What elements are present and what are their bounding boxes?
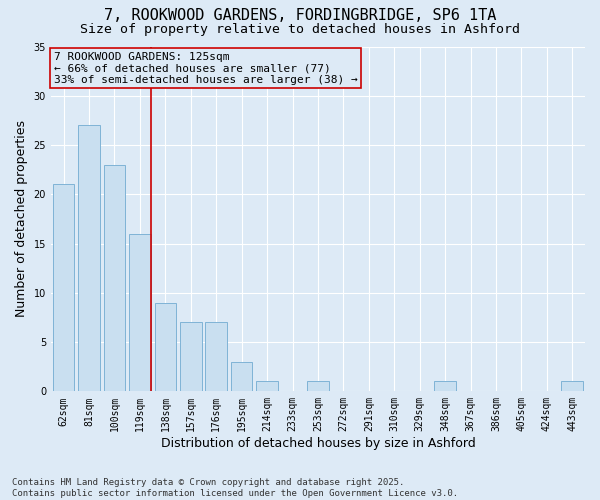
Bar <box>129 234 151 392</box>
Text: 7 ROOKWOOD GARDENS: 125sqm
← 66% of detached houses are smaller (77)
33% of semi: 7 ROOKWOOD GARDENS: 125sqm ← 66% of deta… <box>53 52 358 85</box>
Bar <box>562 382 583 392</box>
Bar <box>104 164 125 392</box>
Bar <box>256 382 278 392</box>
Bar <box>205 322 227 392</box>
Bar <box>231 362 253 392</box>
Bar <box>78 126 100 392</box>
Bar <box>434 382 456 392</box>
Text: Contains HM Land Registry data © Crown copyright and database right 2025.
Contai: Contains HM Land Registry data © Crown c… <box>12 478 458 498</box>
X-axis label: Distribution of detached houses by size in Ashford: Distribution of detached houses by size … <box>161 437 475 450</box>
Text: 7, ROOKWOOD GARDENS, FORDINGBRIDGE, SP6 1TA: 7, ROOKWOOD GARDENS, FORDINGBRIDGE, SP6 … <box>104 8 496 22</box>
Y-axis label: Number of detached properties: Number of detached properties <box>15 120 28 318</box>
Text: Size of property relative to detached houses in Ashford: Size of property relative to detached ho… <box>80 22 520 36</box>
Bar <box>53 184 74 392</box>
Bar <box>180 322 202 392</box>
Bar <box>307 382 329 392</box>
Bar <box>155 302 176 392</box>
